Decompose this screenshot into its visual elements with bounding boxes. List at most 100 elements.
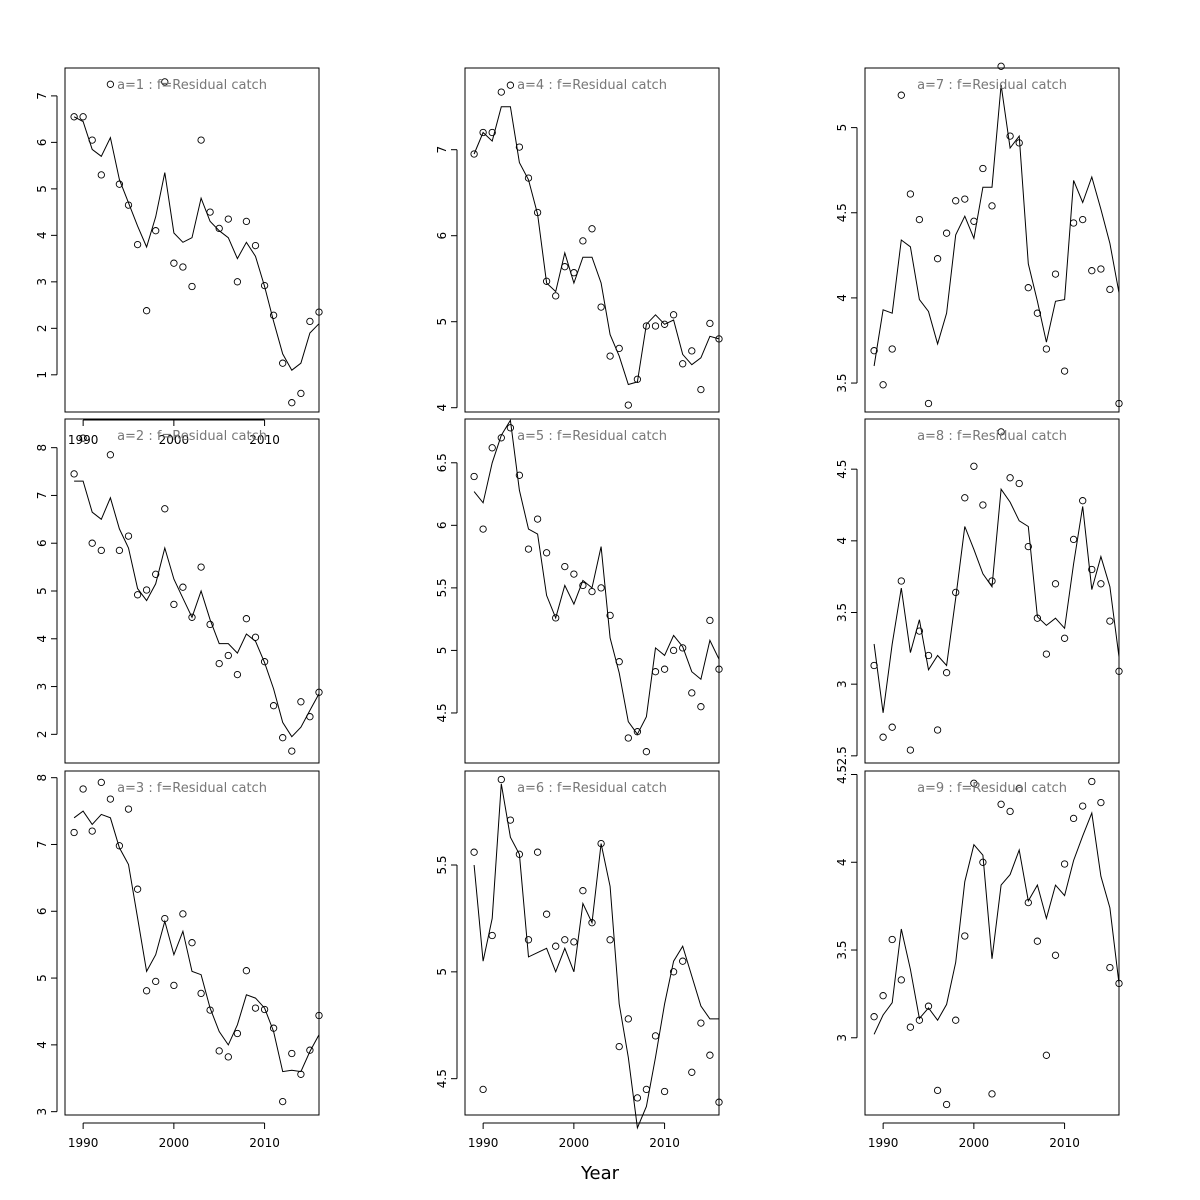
observed-point: [142, 307, 151, 315]
y-tick-label: 5: [35, 974, 49, 982]
y-tick-label: 6.5: [435, 453, 449, 472]
observed-point: [170, 600, 178, 609]
observed-point: [679, 360, 687, 368]
observed-point: [597, 839, 605, 848]
observed-point: [952, 197, 960, 205]
panel-frame: [864, 770, 1120, 1116]
y-tick-label: 3.5: [835, 374, 849, 393]
observed-point: [515, 471, 524, 479]
x-tick-label: 2000: [959, 1136, 990, 1150]
observed-point: [961, 932, 969, 940]
observed-point: [561, 562, 569, 571]
observed-point: [506, 424, 515, 432]
observed-point: [542, 277, 551, 285]
observed-point: [1015, 479, 1023, 488]
observed-point: [651, 322, 660, 330]
observed-point: [206, 208, 214, 216]
observed-point: [706, 319, 714, 328]
observed-point: [933, 1086, 942, 1095]
observed-point: [688, 1068, 696, 1076]
panel-title: a=9 : f=Residual catch: [917, 781, 1067, 796]
observed-point: [588, 587, 596, 596]
observed-point: [269, 702, 278, 710]
observed-point: [979, 164, 987, 173]
observed-point: [1042, 650, 1051, 658]
observed-point: [615, 658, 623, 666]
observed-point: [615, 1042, 623, 1051]
observed-point: [706, 1051, 714, 1059]
observed-point: [170, 981, 178, 990]
observed-point: [115, 546, 124, 555]
observed-point: [933, 255, 942, 263]
observed-point: [515, 143, 524, 151]
observed-point: [924, 651, 933, 660]
panel-frame: [64, 418, 320, 764]
observed-point: [906, 746, 915, 754]
y-tick-label: 5: [435, 968, 449, 976]
observed-point: [133, 885, 142, 893]
observed-point: [161, 505, 169, 513]
observed-point: [1060, 860, 1069, 868]
y-tick-label: 1: [35, 371, 49, 379]
observed-point: [679, 644, 687, 652]
panel-title: a=6 : f=Residual catch: [517, 781, 667, 796]
observed-point: [624, 401, 632, 409]
observed-point: [879, 733, 887, 741]
observed-point: [506, 81, 515, 89]
observed-point: [1006, 807, 1014, 816]
observed-point: [97, 778, 105, 787]
observed-point: [206, 620, 214, 629]
observed-point: [651, 1032, 660, 1040]
observed-point: [579, 581, 587, 590]
panel-1: a=1 : f=Residual catch 1 2 3 4 5 6 7 1990 2000 201…: [35, 67, 323, 447]
observed-point: [179, 910, 187, 918]
observed-point: [297, 389, 305, 398]
x-tick-label: 1990: [68, 1136, 99, 1150]
observed-point: [1106, 617, 1114, 625]
observed-point: [570, 269, 578, 277]
observed-point: [1088, 267, 1096, 275]
x-tick-label: 2010: [249, 1136, 280, 1150]
observed-point: [1006, 132, 1014, 140]
observed-point: [997, 428, 1005, 436]
observed-point: [906, 190, 915, 198]
observed-point: [633, 375, 642, 383]
observed-point: [124, 201, 133, 209]
observed-point: [224, 651, 232, 660]
y-tick-label: 8: [35, 444, 49, 452]
y-tick-label: 6: [35, 139, 49, 147]
y-tick-label: 3.5: [835, 603, 849, 622]
observed-point: [215, 659, 223, 668]
x-tick-label: 2000: [559, 1136, 590, 1150]
observed-point: [706, 616, 714, 625]
observed-point: [1015, 784, 1023, 793]
observed-point: [915, 1016, 924, 1024]
observed-point: [479, 1085, 487, 1094]
observed-point: [542, 549, 551, 557]
observed-point: [260, 658, 269, 666]
y-tick-label: 3: [35, 278, 49, 286]
observed-point: [142, 586, 151, 594]
panel-3: a=3 : f=Residual catch 3 4 5 6 7 8 1990 2000 2010: [35, 770, 323, 1150]
observed-point: [660, 320, 669, 328]
observed-point: [97, 546, 105, 555]
observed-point: [479, 525, 487, 533]
fitted-line: [873, 487, 1120, 713]
y-tick-label: 4.5: [435, 703, 449, 722]
panel-7: a=7 : f=Residual catch 3.5 4 4.5 5: [835, 62, 1123, 413]
observed-point: [1051, 580, 1060, 588]
observed-point: [988, 577, 996, 585]
y-tick-label: 2.5: [835, 746, 849, 765]
observed-point: [1060, 367, 1069, 375]
observed-point: [115, 842, 124, 850]
observed-point: [688, 347, 696, 355]
observed-point: [97, 171, 105, 179]
observed-point: [870, 347, 878, 355]
observed-point: [970, 779, 978, 787]
observed-point: [79, 785, 87, 793]
y-tick-label: 6: [35, 907, 49, 915]
panel-title: a=3 : f=Residual catch: [117, 781, 267, 796]
observed-point: [142, 987, 151, 995]
observed-point: [70, 470, 78, 478]
observed-point: [1088, 777, 1096, 786]
